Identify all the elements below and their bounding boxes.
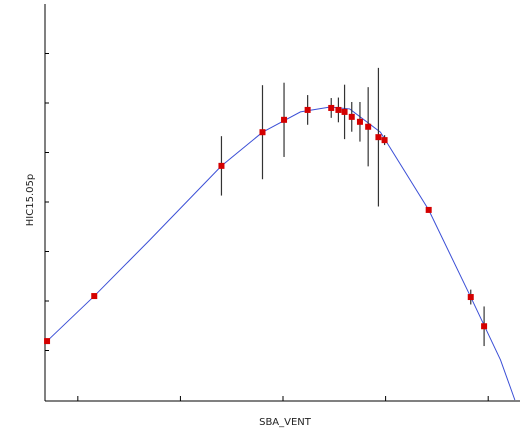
- data-point: [365, 123, 372, 130]
- data-point: [381, 137, 388, 144]
- data-point: [425, 206, 432, 213]
- data-point: [259, 129, 266, 136]
- data-point: [467, 294, 474, 301]
- data-point: [341, 108, 348, 115]
- fit-curve: [44, 106, 516, 401]
- x-axis-label: SBA_VENT: [259, 417, 312, 428]
- data-point: [356, 118, 363, 125]
- data-point: [481, 323, 488, 330]
- data-point: [335, 106, 342, 113]
- data-point: [281, 116, 288, 123]
- y-axis-label: HIC15.05p: [25, 174, 36, 226]
- data-point: [44, 338, 51, 345]
- data-point: [328, 104, 335, 111]
- data-point: [304, 106, 311, 113]
- data-point: [91, 293, 98, 300]
- data-point: [375, 134, 382, 141]
- data-point: [348, 113, 355, 120]
- data-point: [218, 162, 225, 169]
